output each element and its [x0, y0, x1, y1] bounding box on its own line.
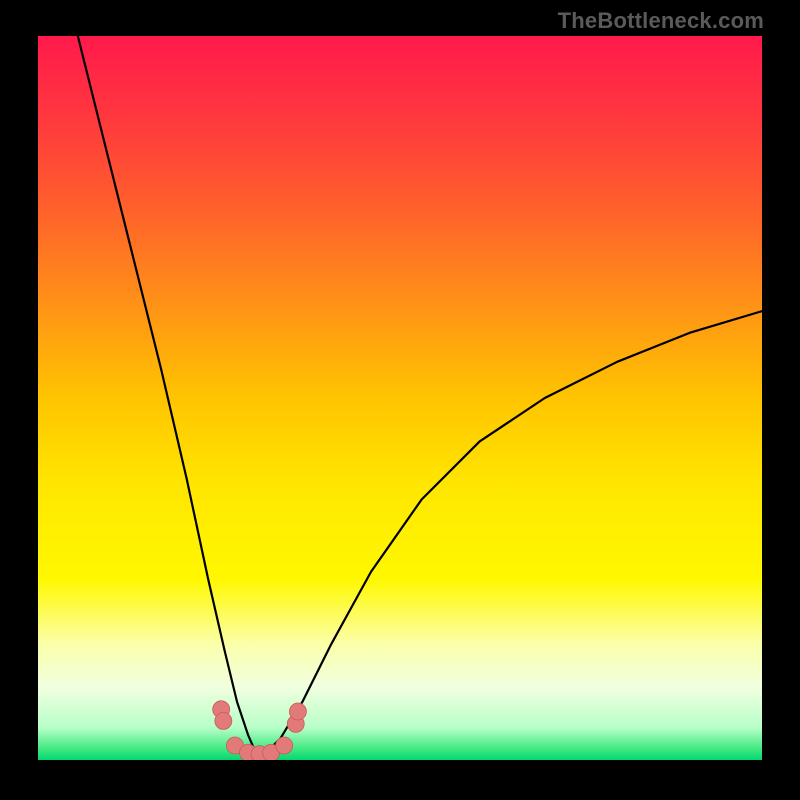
watermark-text: TheBottleneck.com [558, 8, 764, 34]
plot-svg [38, 36, 762, 760]
curve-marker [215, 712, 232, 729]
curve-marker [289, 703, 306, 720]
plot-area [38, 36, 762, 760]
curve-marker [276, 737, 293, 754]
figure-root: TheBottleneck.com [0, 0, 800, 800]
gradient-fill [38, 36, 762, 760]
